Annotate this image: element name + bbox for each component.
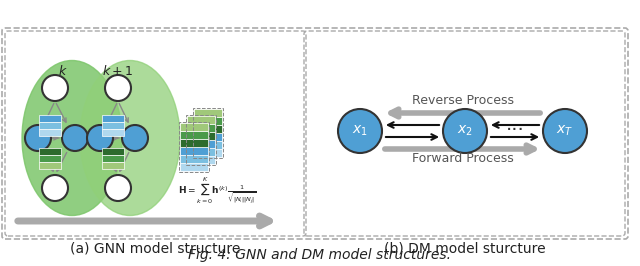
Bar — [39, 148, 61, 155]
Bar — [102, 122, 124, 128]
Bar — [187, 156, 215, 164]
Bar — [180, 123, 208, 131]
Bar — [102, 114, 124, 122]
Bar — [180, 147, 208, 155]
Bar — [102, 155, 124, 161]
Circle shape — [42, 175, 68, 201]
Bar — [39, 114, 61, 122]
Bar — [194, 117, 222, 125]
Circle shape — [42, 75, 68, 101]
Circle shape — [443, 109, 487, 153]
Bar — [194, 141, 222, 149]
Circle shape — [62, 125, 88, 151]
Ellipse shape — [22, 60, 122, 215]
Bar — [187, 116, 215, 124]
Bar — [187, 148, 215, 156]
Bar — [187, 132, 215, 140]
Circle shape — [105, 175, 131, 201]
Bar — [39, 161, 61, 168]
Circle shape — [122, 125, 148, 151]
Bar — [194, 109, 222, 117]
Circle shape — [338, 109, 382, 153]
Text: (a) GNN model structure: (a) GNN model structure — [70, 241, 240, 255]
Bar — [102, 161, 124, 168]
Bar — [187, 124, 215, 132]
Bar — [180, 131, 208, 139]
Bar — [194, 125, 222, 133]
Bar — [102, 128, 124, 135]
Bar — [193, 108, 223, 158]
Text: $k+1$: $k+1$ — [102, 64, 134, 78]
Circle shape — [25, 125, 51, 151]
Bar — [179, 122, 209, 172]
Text: (b) DM model sturcture: (b) DM model sturcture — [384, 241, 546, 255]
Text: $k$: $k$ — [58, 64, 68, 78]
Bar — [39, 128, 61, 135]
Text: $x_1$: $x_1$ — [352, 124, 368, 138]
Ellipse shape — [80, 60, 180, 215]
Text: $x_2$: $x_2$ — [457, 124, 473, 138]
Text: $\mathbf{H} = \sum_{k=0}^{K} \mathbf{h}^{(k)} \frac{1}{\sqrt{|N_i||N_j|}}$: $\mathbf{H} = \sum_{k=0}^{K} \mathbf{h}^… — [178, 176, 257, 206]
Circle shape — [105, 75, 131, 101]
Text: ···: ··· — [506, 122, 524, 140]
Text: Forward Process: Forward Process — [412, 152, 513, 165]
Bar — [180, 139, 208, 147]
Text: $x_T$: $x_T$ — [556, 124, 573, 138]
Bar — [180, 163, 208, 171]
Bar — [194, 149, 222, 157]
Bar — [39, 122, 61, 128]
Bar — [180, 155, 208, 163]
Bar — [186, 115, 216, 165]
Circle shape — [87, 125, 113, 151]
Circle shape — [543, 109, 587, 153]
Bar — [194, 133, 222, 141]
Text: Fig. 4: GNN and DM model structures.: Fig. 4: GNN and DM model structures. — [189, 248, 451, 262]
Bar — [39, 155, 61, 161]
Bar — [187, 140, 215, 148]
Bar — [102, 148, 124, 155]
Text: Reverse Process: Reverse Process — [412, 94, 513, 107]
